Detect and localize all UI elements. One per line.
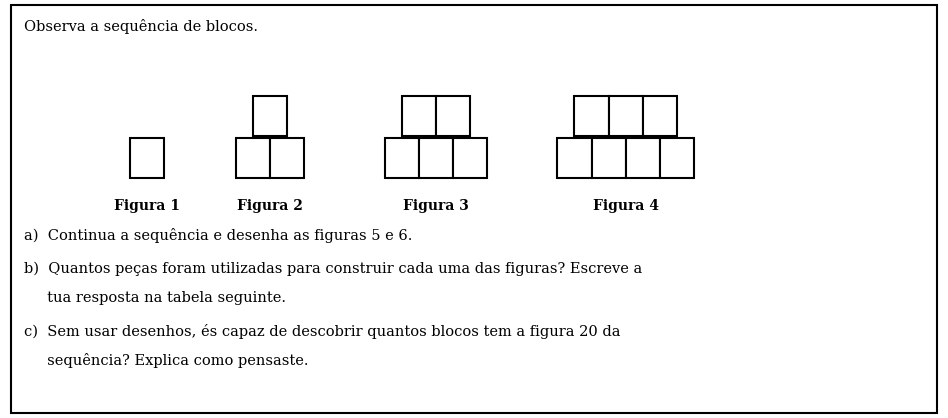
Bar xyxy=(385,138,419,178)
Bar xyxy=(270,138,304,178)
Text: Figura 2: Figura 2 xyxy=(237,199,303,212)
FancyBboxPatch shape xyxy=(11,5,937,413)
Text: Observa a sequência de blocos.: Observa a sequência de blocos. xyxy=(24,19,258,34)
Bar xyxy=(253,96,287,136)
Bar xyxy=(130,138,164,178)
Bar xyxy=(643,96,677,136)
Bar xyxy=(660,138,694,178)
Text: tua resposta na tabela seguinte.: tua resposta na tabela seguinte. xyxy=(24,291,285,304)
Bar xyxy=(419,138,453,178)
Bar xyxy=(557,138,592,178)
Text: a)  Continua a sequência e desenha as figuras 5 e 6.: a) Continua a sequência e desenha as fig… xyxy=(24,228,412,243)
Bar xyxy=(436,96,470,136)
Bar xyxy=(592,138,626,178)
Bar xyxy=(453,138,487,178)
Text: b)  Quantos peças foram utilizadas para construir cada uma das figuras? Escreve : b) Quantos peças foram utilizadas para c… xyxy=(24,261,642,275)
Bar xyxy=(626,138,660,178)
Bar xyxy=(609,96,643,136)
Text: sequência? Explica como pensaste.: sequência? Explica como pensaste. xyxy=(24,353,308,368)
Text: Figura 3: Figura 3 xyxy=(403,199,469,212)
Bar xyxy=(402,96,436,136)
Bar xyxy=(236,138,270,178)
Text: Figura 1: Figura 1 xyxy=(114,199,180,212)
Text: Figura 4: Figura 4 xyxy=(592,199,659,212)
Text: c)  Sem usar desenhos, és capaz de descobrir quantos blocos tem a figura 20 da: c) Sem usar desenhos, és capaz de descob… xyxy=(24,324,620,339)
Bar xyxy=(574,96,609,136)
